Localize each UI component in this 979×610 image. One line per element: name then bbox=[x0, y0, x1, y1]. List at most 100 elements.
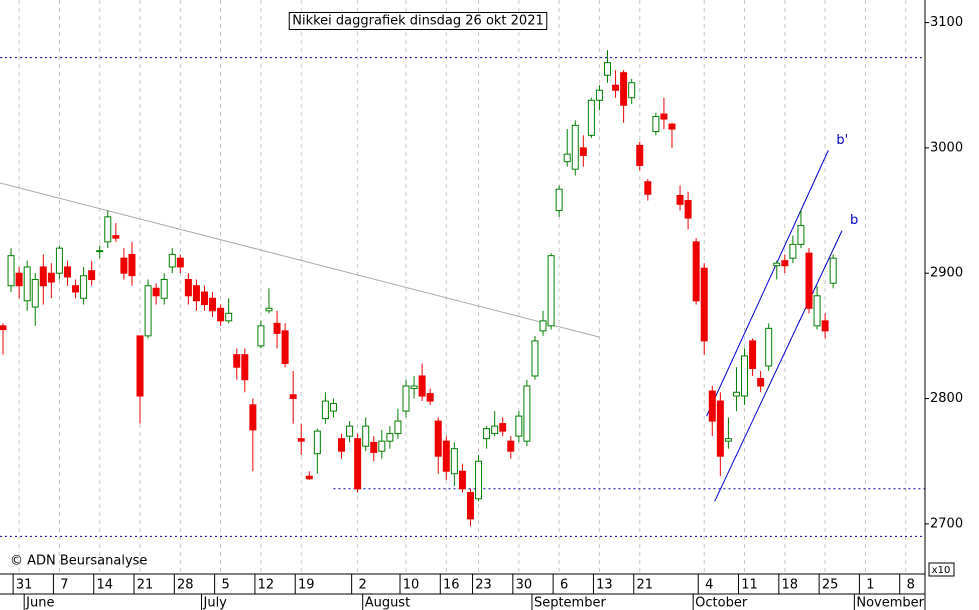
candle-body bbox=[354, 438, 362, 490]
candle-body bbox=[152, 287, 160, 297]
candle-body bbox=[507, 440, 515, 452]
candle-body bbox=[184, 278, 192, 297]
x-tick-label: 13 bbox=[596, 578, 613, 593]
trend-line bbox=[714, 230, 843, 502]
candle-body bbox=[821, 320, 829, 332]
candle-body bbox=[136, 335, 144, 397]
candle-body bbox=[80, 275, 88, 299]
candle-body bbox=[757, 377, 765, 387]
candle-body bbox=[660, 113, 668, 120]
candle-body bbox=[362, 425, 370, 447]
month-label: August bbox=[365, 596, 411, 610]
candle-body bbox=[765, 327, 773, 367]
candle-body bbox=[313, 430, 321, 455]
candle-body bbox=[805, 252, 813, 309]
candle-body bbox=[499, 423, 507, 432]
candle-body bbox=[692, 241, 700, 302]
candle-body bbox=[732, 391, 740, 397]
candle-body bbox=[23, 266, 31, 302]
candle-body bbox=[652, 116, 660, 133]
candle-body bbox=[515, 415, 523, 437]
month-label: July bbox=[203, 596, 228, 610]
candle-body bbox=[749, 340, 757, 369]
copyright: © ADN Beursanalyse bbox=[10, 554, 147, 569]
candle-body bbox=[104, 216, 112, 243]
x-tick-label: 16 bbox=[443, 578, 460, 593]
marks bbox=[0, 50, 837, 527]
candle-body bbox=[0, 325, 7, 331]
candle-body bbox=[394, 420, 402, 435]
candle-body bbox=[39, 266, 47, 287]
candle-body bbox=[265, 307, 273, 312]
candle-body bbox=[128, 253, 136, 277]
month-label: November bbox=[856, 596, 924, 610]
month-label: October bbox=[695, 596, 748, 610]
candle-body bbox=[410, 385, 418, 390]
candle-body bbox=[96, 250, 104, 253]
candle-body bbox=[176, 257, 184, 268]
candle-body bbox=[571, 124, 579, 170]
candle-body bbox=[289, 394, 297, 400]
candle-body bbox=[386, 433, 394, 442]
candle-body bbox=[700, 267, 708, 342]
candle-body bbox=[708, 390, 716, 422]
candle-body bbox=[426, 393, 434, 402]
x-tick-label: 21 bbox=[137, 578, 154, 593]
candle-body bbox=[442, 440, 450, 472]
candle-body bbox=[563, 153, 571, 163]
y-tick-label: 2700 bbox=[930, 516, 963, 531]
candle-body bbox=[668, 123, 676, 130]
candle-body bbox=[15, 272, 23, 287]
candle-body bbox=[628, 82, 636, 99]
candle-body bbox=[418, 375, 426, 397]
candle-body bbox=[233, 354, 241, 368]
candle-body bbox=[466, 492, 474, 520]
scale-box bbox=[928, 562, 955, 577]
candle-body bbox=[346, 425, 354, 437]
scale-note: x10 bbox=[932, 565, 951, 576]
trend-line bbox=[0, 182, 600, 338]
candle-body bbox=[604, 62, 611, 76]
candle-body bbox=[539, 320, 547, 332]
candle-body bbox=[321, 400, 329, 420]
candle-body bbox=[523, 385, 531, 442]
candle-body bbox=[192, 285, 200, 302]
x-tick-label: 4 bbox=[705, 578, 713, 593]
candle-body bbox=[168, 253, 176, 268]
x-tick-label: 1 bbox=[866, 578, 874, 593]
x-tick-label: 12 bbox=[258, 578, 275, 593]
candle-body bbox=[402, 385, 410, 412]
candle-body bbox=[789, 243, 797, 259]
candle-body bbox=[531, 340, 539, 377]
y-tick-label: 2800 bbox=[930, 391, 963, 406]
candle-body bbox=[217, 307, 225, 322]
x-tick-label: 5 bbox=[221, 578, 229, 593]
x-tick-label: 7 bbox=[60, 578, 68, 593]
candle-body bbox=[378, 440, 386, 452]
candle-body bbox=[273, 322, 281, 334]
candle-body bbox=[329, 403, 337, 412]
x-tick-label: 30 bbox=[516, 578, 533, 593]
candle-body bbox=[612, 84, 620, 91]
x-tick-label: 31 bbox=[16, 578, 33, 593]
x-tick-label: 28 bbox=[177, 578, 194, 593]
candle-body bbox=[483, 428, 491, 440]
x-tick-label: 6 bbox=[560, 578, 568, 593]
y-tick-label: 2900 bbox=[930, 266, 963, 281]
y-tick-label: 3100 bbox=[930, 15, 963, 30]
candle-body bbox=[636, 144, 644, 166]
candle-body bbox=[241, 354, 249, 381]
candle-body bbox=[305, 475, 313, 480]
candle-body bbox=[475, 460, 483, 500]
candle-body bbox=[120, 257, 128, 274]
candle-body bbox=[781, 260, 789, 267]
x-tick-label: 25 bbox=[822, 578, 839, 593]
candle-body bbox=[47, 272, 55, 283]
candle-body bbox=[829, 257, 837, 284]
candle-body bbox=[434, 420, 442, 457]
candle-body bbox=[209, 297, 217, 312]
title-box bbox=[288, 12, 548, 30]
trend-label: b bbox=[850, 213, 858, 228]
candle-body bbox=[620, 72, 628, 106]
